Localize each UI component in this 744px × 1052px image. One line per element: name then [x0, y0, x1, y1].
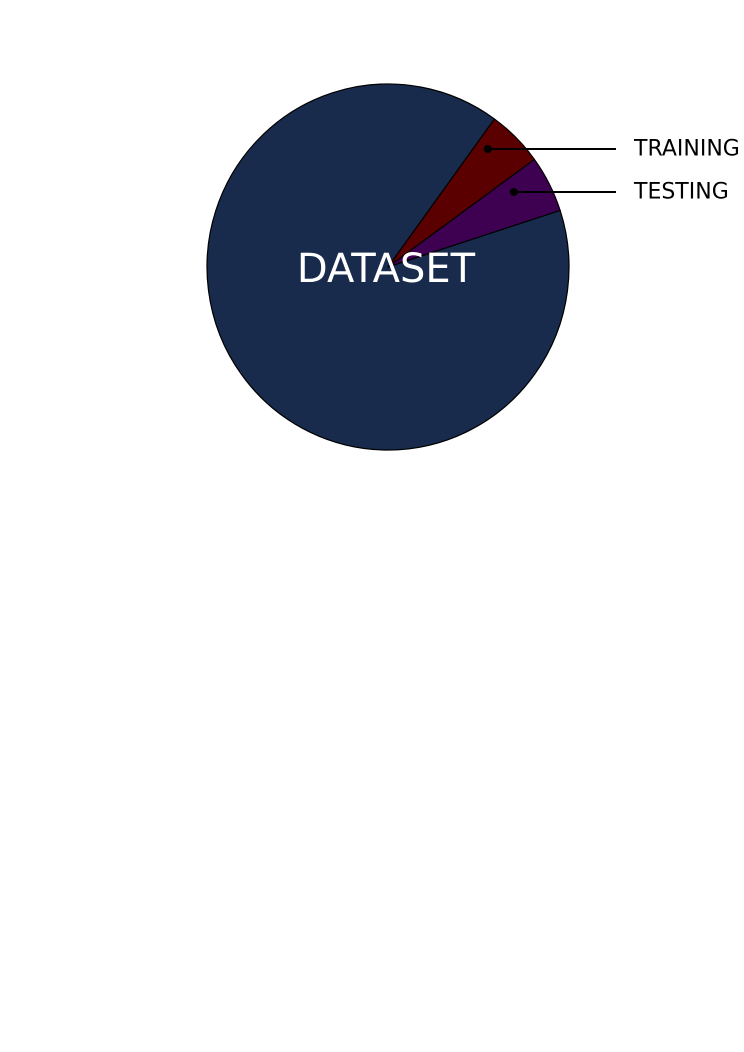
callout-label-testing: TESTING	[633, 180, 729, 205]
center-label: DATASET	[297, 246, 476, 292]
callout-label-training: TRAINING	[633, 137, 740, 162]
pie-slice-remainder	[206, 83, 570, 451]
pie-slices	[206, 83, 570, 451]
callouts: TRAINING TESTING	[483, 137, 740, 205]
